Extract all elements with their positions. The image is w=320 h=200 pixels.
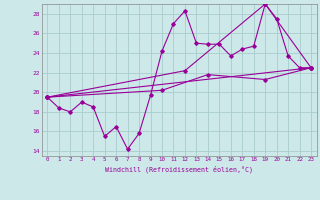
X-axis label: Windchill (Refroidissement éolien,°C): Windchill (Refroidissement éolien,°C) xyxy=(105,165,253,173)
